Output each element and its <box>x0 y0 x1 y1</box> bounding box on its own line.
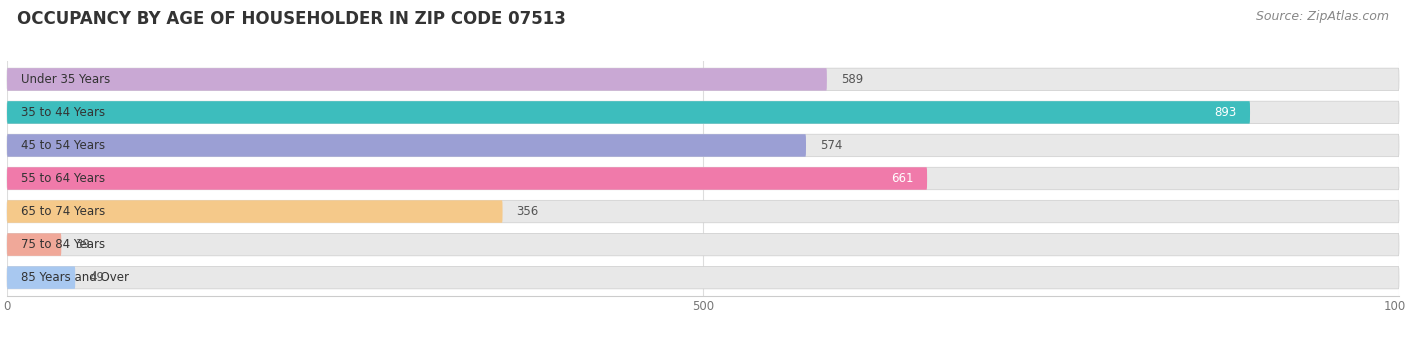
Text: 55 to 64 Years: 55 to 64 Years <box>21 172 105 185</box>
Text: 661: 661 <box>890 172 912 185</box>
FancyBboxPatch shape <box>7 167 927 190</box>
Text: Under 35 Years: Under 35 Years <box>21 73 110 86</box>
Text: 75 to 84 Years: 75 to 84 Years <box>21 238 105 251</box>
Text: 85 Years and Over: 85 Years and Over <box>21 271 129 284</box>
FancyBboxPatch shape <box>7 68 827 90</box>
Text: 893: 893 <box>1213 106 1236 119</box>
Text: 49: 49 <box>89 271 104 284</box>
FancyBboxPatch shape <box>7 233 62 256</box>
FancyBboxPatch shape <box>7 68 1399 90</box>
Text: 574: 574 <box>820 139 842 152</box>
FancyBboxPatch shape <box>7 167 1399 190</box>
Text: 589: 589 <box>841 73 863 86</box>
Text: Source: ZipAtlas.com: Source: ZipAtlas.com <box>1256 10 1389 23</box>
Text: 35 to 44 Years: 35 to 44 Years <box>21 106 105 119</box>
FancyBboxPatch shape <box>7 200 1399 223</box>
FancyBboxPatch shape <box>7 134 1399 157</box>
Text: 39: 39 <box>76 238 90 251</box>
Text: OCCUPANCY BY AGE OF HOUSEHOLDER IN ZIP CODE 07513: OCCUPANCY BY AGE OF HOUSEHOLDER IN ZIP C… <box>17 10 565 28</box>
Text: 45 to 54 Years: 45 to 54 Years <box>21 139 105 152</box>
FancyBboxPatch shape <box>7 233 1399 256</box>
FancyBboxPatch shape <box>7 101 1399 124</box>
Text: 65 to 74 Years: 65 to 74 Years <box>21 205 105 218</box>
FancyBboxPatch shape <box>7 267 76 289</box>
Text: 356: 356 <box>516 205 538 218</box>
FancyBboxPatch shape <box>7 101 1250 124</box>
FancyBboxPatch shape <box>7 200 502 223</box>
FancyBboxPatch shape <box>7 134 806 157</box>
FancyBboxPatch shape <box>7 267 1399 289</box>
